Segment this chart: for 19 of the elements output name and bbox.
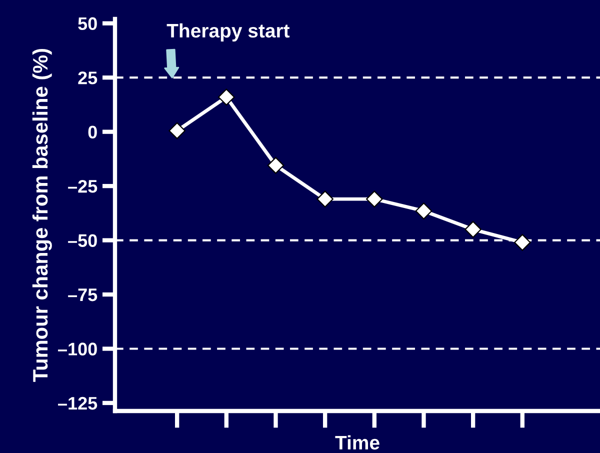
point (267, 157, 284, 174)
point (168, 122, 186, 140)
y-tick-label: –100 (58, 342, 97, 356)
point (218, 88, 235, 106)
y-axis-title: Tumour change from baseline (%) (32, 48, 52, 382)
annotation: Therapy start (166, 23, 290, 42)
point (415, 202, 432, 220)
y-tick-label: 0 (88, 126, 97, 139)
y-tick-label: –75 (68, 288, 98, 302)
point (464, 221, 482, 238)
y-tick-label: 50 (78, 17, 97, 30)
point (366, 190, 383, 208)
y-tick-label: –25 (68, 180, 98, 193)
point (514, 234, 531, 251)
y-tick-label: 25 (78, 72, 98, 84)
x-axis-title: Time (335, 435, 380, 450)
y-tick-label: –50 (68, 234, 97, 247)
point (316, 190, 334, 208)
y-tick-label: –125 (58, 396, 98, 410)
